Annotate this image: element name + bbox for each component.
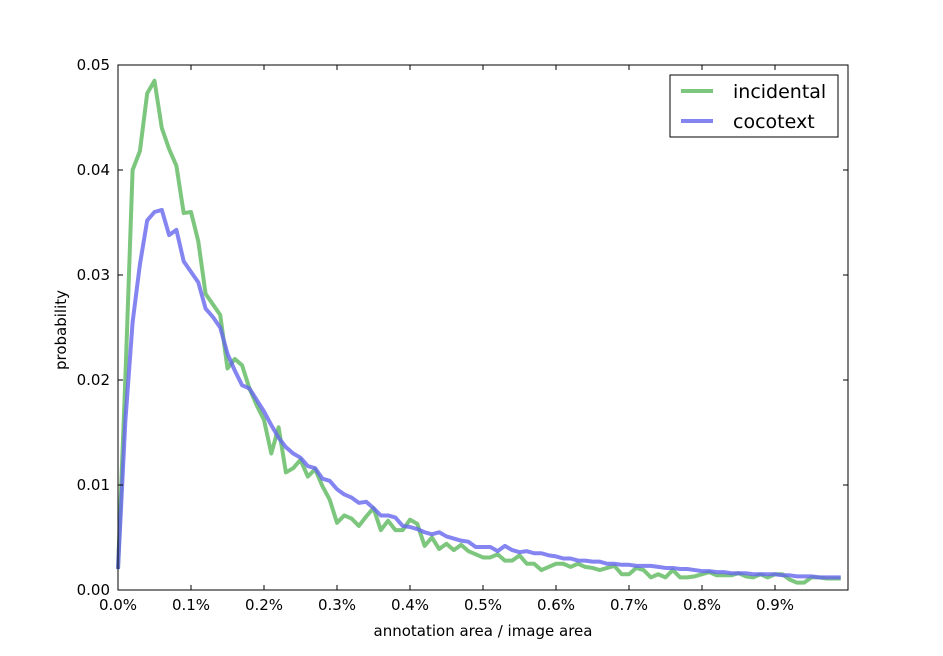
legend-box — [669, 74, 839, 138]
x-tick-label: 0.7% — [610, 596, 648, 614]
x-tick-label: 0.9% — [756, 596, 794, 614]
y-tick-label: 0.04 — [77, 161, 110, 179]
x-tick-label: 0.4% — [391, 596, 429, 614]
x-tick-label: 0.0% — [99, 596, 137, 614]
legend-label-cocotext: cocotext — [733, 111, 815, 133]
series-line-incidental — [116, 78, 841, 585]
y-tick-label: 0.03 — [77, 266, 110, 284]
x-tick-label: 0.3% — [318, 596, 356, 614]
x-tick-label: 0.8% — [683, 596, 721, 614]
y-tick-label: 0.02 — [77, 371, 110, 389]
series-layer — [116, 78, 841, 585]
y-tick-label: 0.00 — [77, 581, 110, 599]
series-line-cocotext — [116, 207, 841, 580]
y-tick-label: 0.05 — [77, 56, 110, 74]
x-tick-label: 0.2% — [245, 596, 283, 614]
legend: incidental cocotext — [669, 74, 839, 138]
x-tick-label: 0.1% — [172, 596, 210, 614]
x-tick-label: 0.6% — [537, 596, 575, 614]
tick-layer: 0.0% 0.1% 0.2% 0.3% 0.4% 0.5% 0.6% 0.7% 0.8% 0.9%… — [77, 56, 848, 614]
y-tick-label: 0.01 — [77, 476, 110, 494]
y-axis-label: probability — [52, 290, 70, 370]
legend-label-incidental: incidental — [733, 81, 826, 103]
x-tick-label: 0.5% — [464, 596, 502, 614]
x-axis-label: annotation area / image area — [374, 622, 593, 640]
